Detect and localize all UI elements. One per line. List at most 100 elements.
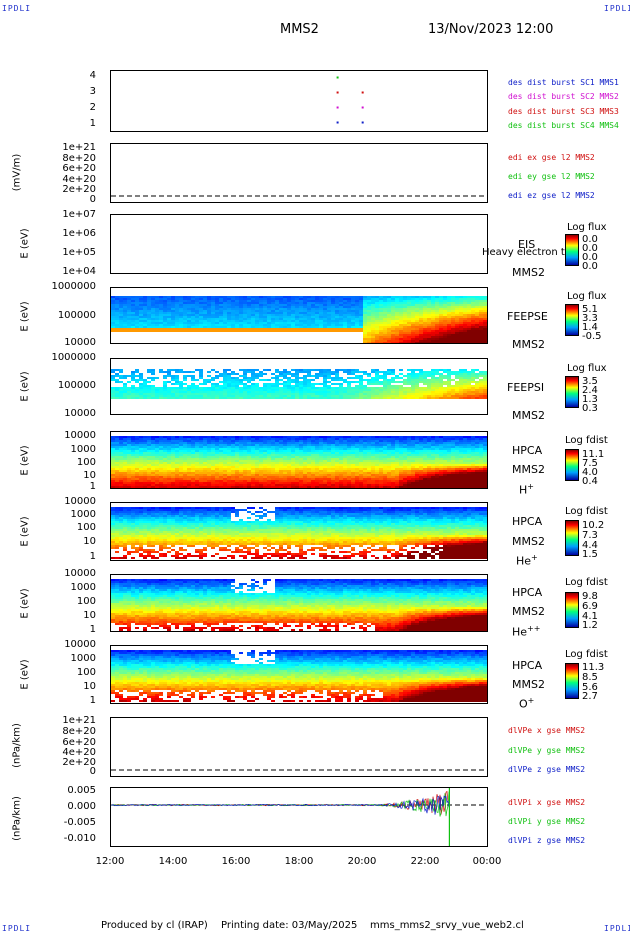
feepse-pixel [391, 324, 395, 326]
hpca-h-pixel [279, 460, 283, 462]
feepsi-pixel [475, 397, 479, 399]
feepse-pixel [315, 302, 319, 304]
feepse-pixel [355, 312, 359, 314]
feepsi-pixel [471, 375, 475, 377]
hpca-h-pixel [351, 440, 355, 442]
hpca-h-pixel [343, 458, 347, 460]
feepsi-pixel [379, 375, 383, 377]
feepse-pixel [407, 332, 411, 334]
feepsi-pixel [387, 371, 391, 373]
hpca-h-pixel [223, 482, 227, 484]
hpca-h-pixel [307, 456, 311, 458]
feepsi-pixel [319, 389, 323, 391]
hpca-h-pixel [367, 466, 371, 468]
feepse-pixel [431, 308, 435, 310]
feepsi-pixel [315, 389, 319, 391]
feepse-pixel [175, 296, 179, 298]
feepsi-pixel [455, 375, 459, 377]
feepse-pixel [391, 302, 395, 304]
feepse-pixel [439, 306, 443, 308]
hpca-h-pixel [387, 464, 391, 466]
feepse-pixel [435, 332, 439, 334]
feepsi-pixel [479, 381, 483, 383]
feepsi-pixel [355, 387, 359, 389]
hpca-h-pixel [307, 454, 311, 456]
feepsi-pixel [423, 391, 427, 393]
hpca-h-pixel [283, 462, 287, 464]
hpca-h-pixel [159, 486, 163, 488]
hpca-h-pixel [291, 446, 295, 448]
hpca-h-pixel [199, 470, 203, 472]
hpca-h-pixel [223, 444, 227, 446]
feepse-pixel [171, 298, 175, 300]
feepse-pixel [367, 322, 371, 324]
hpca-h-pixel [231, 456, 235, 458]
feepse-pixel [207, 324, 211, 326]
feepsi-pixel [247, 397, 251, 399]
hpca-h-pixel [199, 442, 203, 444]
hpca-h-pixel [307, 478, 311, 480]
feepse-pixel [451, 316, 455, 318]
feepsi-pixel [179, 371, 183, 373]
hpca-h-pixel [311, 450, 315, 452]
feepsi-pixel [387, 369, 391, 371]
feepse-pixel [307, 316, 311, 318]
hpca-h-pixel [359, 446, 363, 448]
feepse-pixel [223, 328, 227, 330]
hpca-h-pixel [275, 466, 279, 468]
hpca-h-pixel [159, 452, 163, 454]
feepse-pixel [207, 306, 211, 308]
feepse-pixel [399, 322, 403, 324]
feepsi-pixel [251, 395, 255, 397]
hpca-h-pixel [211, 476, 215, 478]
feepse-pixel [427, 306, 431, 308]
hpca-h-pixel [235, 472, 239, 474]
hpca-h-pixel [203, 482, 207, 484]
feepsi-pixel [419, 387, 423, 389]
hpca-h-pixel [263, 450, 267, 452]
feepse-pixel [331, 312, 335, 314]
feepse-pixel [151, 300, 155, 302]
hpca-h-pixel [219, 462, 223, 464]
feepsi-pixel [183, 387, 187, 389]
hpca-h-pixel [155, 446, 159, 448]
feepse-pixel [147, 308, 151, 310]
hpca-h-pixel [279, 444, 283, 446]
hpca-h-pixel [115, 450, 119, 452]
feepse-pixel [359, 328, 363, 330]
feepse-pixel [439, 320, 443, 322]
feepse-pixel [171, 324, 175, 326]
feepse-pixel [447, 302, 451, 304]
feepse-pixel [387, 334, 391, 336]
feepse-pixel [143, 306, 147, 308]
feepsi-pixel [243, 391, 247, 393]
feepse-pixel [339, 298, 343, 300]
feepsi-pixel [195, 393, 199, 395]
hpca-h-pixel [327, 462, 331, 464]
feepse-pixel [243, 312, 247, 314]
hpca-h-pixel [163, 458, 167, 460]
hpca-h-pixel [195, 486, 199, 488]
feepsi-pixel [475, 377, 479, 379]
feepsi-pixel [283, 383, 287, 385]
feepsi-pixel [135, 387, 139, 389]
feepse-pixel [119, 300, 123, 302]
feepse-pixel [139, 312, 143, 314]
feepsi-pixel [391, 381, 395, 383]
feepse-pixel [119, 298, 123, 300]
feepse-pixel [327, 330, 331, 332]
hpca-h-pixel [135, 472, 139, 474]
hpca-h-pixel [183, 446, 187, 448]
hpca-h-pixel [367, 438, 371, 440]
feepsi-pixel [447, 387, 451, 389]
feepsi-pixel [347, 371, 351, 373]
hpca-h-pixel [199, 450, 203, 452]
feepsi-pixel [335, 397, 339, 399]
hpca-h-pixel [223, 446, 227, 448]
hpca-h-pixel [159, 468, 163, 470]
feepsi-pixel [431, 369, 435, 371]
hpca-h-pixel [151, 458, 155, 460]
feepsi-pixel [291, 387, 295, 389]
hpca-h-pixel [375, 458, 379, 460]
hpca-h-pixel [387, 466, 391, 468]
